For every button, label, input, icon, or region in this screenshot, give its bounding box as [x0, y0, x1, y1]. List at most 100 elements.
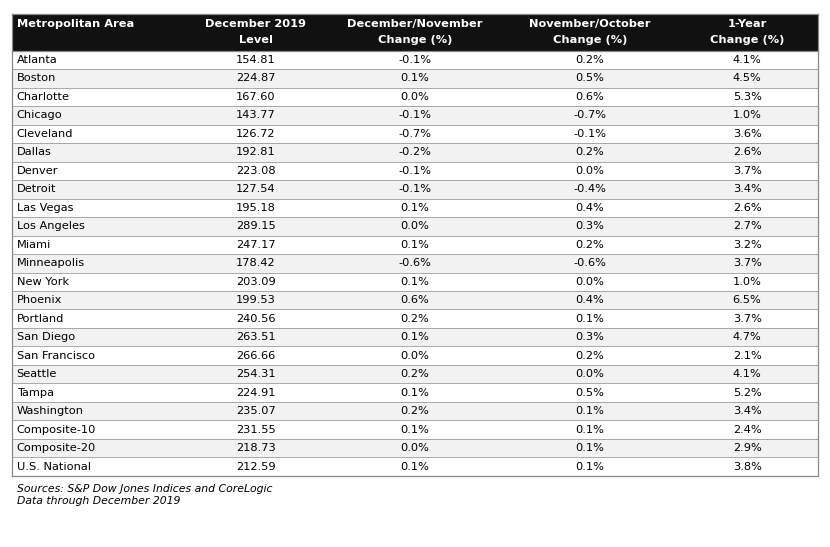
Text: 0.1%: 0.1%	[401, 203, 429, 213]
Bar	[12, 346, 818, 365]
Bar	[12, 217, 818, 236]
Text: 0.1%: 0.1%	[401, 424, 429, 435]
Text: Minneapolis: Minneapolis	[17, 258, 85, 268]
Text: 3.8%: 3.8%	[733, 462, 762, 472]
Text: 3.4%: 3.4%	[733, 406, 761, 416]
Text: 143.77: 143.77	[236, 110, 276, 120]
Bar	[12, 457, 818, 476]
Text: -0.1%: -0.1%	[398, 166, 432, 176]
Text: 289.15: 289.15	[236, 222, 276, 231]
Text: 199.53: 199.53	[236, 295, 276, 305]
Text: Detroit: Detroit	[17, 184, 56, 194]
Bar	[12, 143, 818, 161]
Text: November/October: November/October	[530, 19, 651, 29]
Bar	[12, 199, 818, 217]
Text: 3.7%: 3.7%	[733, 314, 762, 324]
Bar	[12, 272, 818, 291]
Text: -0.6%: -0.6%	[398, 258, 432, 268]
Text: 218.73: 218.73	[236, 443, 276, 453]
Text: 178.42: 178.42	[237, 258, 276, 268]
Text: 195.18: 195.18	[236, 203, 276, 213]
Text: 3.6%: 3.6%	[733, 129, 761, 139]
Bar	[12, 383, 818, 402]
Text: 0.1%: 0.1%	[401, 73, 429, 83]
Text: Change (%): Change (%)	[710, 36, 784, 45]
Text: 254.31: 254.31	[237, 369, 276, 379]
Text: 5.3%: 5.3%	[733, 92, 762, 102]
Text: Boston: Boston	[17, 73, 56, 83]
Text: 0.0%: 0.0%	[576, 277, 604, 287]
Text: 0.1%: 0.1%	[576, 424, 604, 435]
Text: 0.0%: 0.0%	[401, 222, 429, 231]
Text: 126.72: 126.72	[237, 129, 276, 139]
Bar	[12, 328, 818, 346]
Bar	[12, 291, 818, 310]
Text: Metropolitan Area: Metropolitan Area	[17, 19, 134, 29]
Text: 5.2%: 5.2%	[733, 388, 761, 398]
Text: 0.1%: 0.1%	[401, 462, 429, 472]
Text: 231.55: 231.55	[236, 424, 276, 435]
Text: 0.6%: 0.6%	[576, 92, 604, 102]
Text: 2.4%: 2.4%	[733, 424, 761, 435]
Text: 0.1%: 0.1%	[401, 388, 429, 398]
Bar	[12, 439, 818, 457]
Bar	[12, 365, 818, 383]
Text: 3.7%: 3.7%	[733, 166, 762, 176]
Bar	[12, 236, 818, 254]
Text: 3.4%: 3.4%	[733, 184, 761, 194]
Text: 224.87: 224.87	[237, 73, 276, 83]
Text: Sources: S&P Dow Jones Indices and CoreLogic
Data through December 2019: Sources: S&P Dow Jones Indices and CoreL…	[17, 484, 272, 505]
Text: Charlotte: Charlotte	[17, 92, 70, 102]
Text: 223.08: 223.08	[237, 166, 276, 176]
Bar	[12, 14, 818, 51]
Text: 203.09: 203.09	[236, 277, 276, 287]
Text: Change (%): Change (%)	[553, 36, 627, 45]
Text: 212.59: 212.59	[237, 462, 276, 472]
Text: Seattle: Seattle	[17, 369, 57, 379]
Text: -0.2%: -0.2%	[398, 147, 432, 158]
Text: 4.7%: 4.7%	[733, 332, 761, 342]
Text: 0.1%: 0.1%	[576, 314, 604, 324]
Text: 0.1%: 0.1%	[401, 332, 429, 342]
Text: 0.0%: 0.0%	[576, 166, 604, 176]
Text: -0.1%: -0.1%	[398, 184, 432, 194]
Text: Atlanta: Atlanta	[17, 55, 57, 65]
Text: December 2019: December 2019	[206, 19, 306, 29]
Text: 0.6%: 0.6%	[401, 295, 429, 305]
Bar	[12, 106, 818, 125]
Text: 0.2%: 0.2%	[401, 406, 429, 416]
Bar	[12, 402, 818, 421]
Bar	[12, 421, 818, 439]
Text: 2.7%: 2.7%	[733, 222, 761, 231]
Text: 0.2%: 0.2%	[576, 351, 604, 360]
Bar	[12, 180, 818, 199]
Text: 127.54: 127.54	[237, 184, 276, 194]
Text: 0.0%: 0.0%	[401, 443, 429, 453]
Text: 266.66: 266.66	[237, 351, 276, 360]
Text: San Diego: San Diego	[17, 332, 75, 342]
Text: Level: Level	[239, 36, 273, 45]
Text: 4.1%: 4.1%	[733, 55, 761, 65]
Text: 0.1%: 0.1%	[576, 443, 604, 453]
Text: 240.56: 240.56	[237, 314, 276, 324]
Text: 4.5%: 4.5%	[733, 73, 761, 83]
Text: U.S. National: U.S. National	[17, 462, 90, 472]
Bar	[12, 69, 818, 88]
Text: 0.4%: 0.4%	[576, 203, 604, 213]
Text: 0.3%: 0.3%	[576, 332, 604, 342]
Text: 0.0%: 0.0%	[576, 369, 604, 379]
Text: 0.0%: 0.0%	[401, 351, 429, 360]
Text: 0.2%: 0.2%	[576, 240, 604, 250]
Text: Dallas: Dallas	[17, 147, 51, 158]
Text: 0.5%: 0.5%	[576, 73, 604, 83]
Text: 3.7%: 3.7%	[733, 258, 762, 268]
Text: Composite-10: Composite-10	[17, 424, 96, 435]
Text: -0.1%: -0.1%	[574, 129, 607, 139]
Text: 0.0%: 0.0%	[401, 92, 429, 102]
Text: 2.6%: 2.6%	[733, 147, 761, 158]
Text: 4.1%: 4.1%	[733, 369, 761, 379]
Text: Portland: Portland	[17, 314, 64, 324]
Text: 0.4%: 0.4%	[576, 295, 604, 305]
Text: Las Vegas: Las Vegas	[17, 203, 73, 213]
Text: Change (%): Change (%)	[378, 36, 452, 45]
